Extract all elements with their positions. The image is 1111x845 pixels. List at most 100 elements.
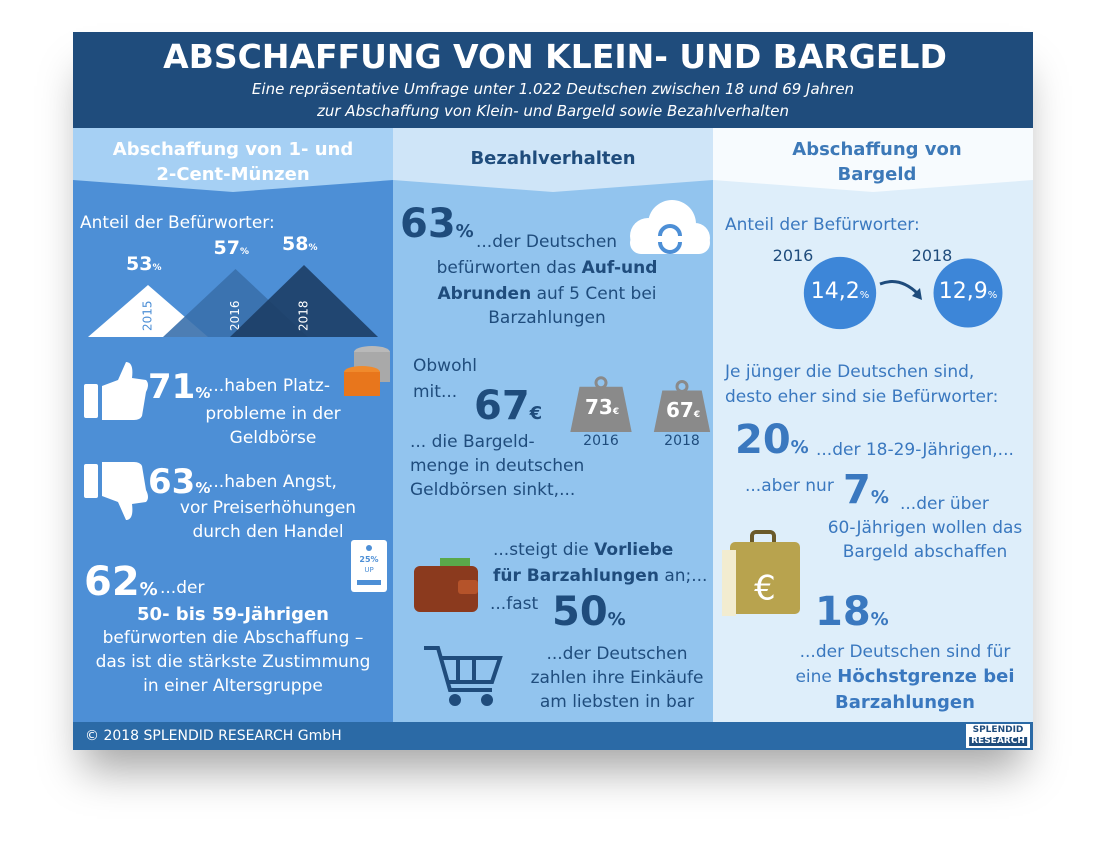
text-segment: Höchstgrenze bei	[837, 666, 1015, 687]
big-number: 63%	[400, 204, 474, 244]
number-value: 12,9	[938, 279, 988, 304]
text-segment: Barzahlungen	[835, 692, 975, 713]
number-unit: %	[607, 609, 626, 630]
text-line: Abschaffung von	[792, 139, 962, 160]
number-value: 63	[400, 201, 456, 247]
logo-text: RESEARCH	[969, 736, 1027, 746]
text-line: am liebsten in bar	[539, 692, 695, 712]
big-number: 50%	[552, 592, 626, 632]
text-line: Bezahlverhalten	[470, 148, 636, 169]
number-value: 57	[213, 237, 240, 259]
year-label: 2018	[664, 433, 700, 449]
text-line: ...der Deutschen sind für	[799, 642, 1011, 662]
text-segment: eine	[795, 667, 838, 687]
number-value: 63	[148, 462, 196, 502]
text-segment: Abrunden	[437, 284, 532, 304]
number-value: 58	[282, 233, 309, 255]
text-line: desto eher sind sie Befürworter:	[725, 387, 999, 407]
text-line: ...steigt die Vorliebe	[493, 542, 673, 559]
price-tag-icon	[351, 540, 387, 592]
trend-triangle	[230, 265, 378, 337]
text-line: Bargeld	[837, 164, 917, 185]
number-unit: %	[455, 221, 474, 242]
text-line: ...der Deutschen	[476, 232, 618, 252]
big-number: 53%	[126, 255, 161, 274]
text-line: menge in deutschen	[410, 456, 585, 476]
number-value: 53	[126, 253, 153, 275]
wallet-icon	[414, 558, 478, 612]
number-unit: %	[987, 290, 998, 301]
text-line: Obwohl	[413, 356, 477, 376]
big-number: 7%	[843, 470, 889, 510]
number-value: 67	[474, 383, 530, 429]
tag-text: 25%	[359, 555, 379, 564]
year-label: 2016	[228, 300, 242, 331]
weight	[653, 390, 711, 432]
number-unit: €	[612, 406, 620, 417]
big-number: 20%	[735, 420, 809, 460]
trend-circle	[803, 256, 877, 330]
header-band	[73, 32, 1033, 128]
text-line: Geldbörsen sinkt,...	[410, 480, 576, 500]
year-label: 2018	[911, 246, 953, 265]
text-line: das ist die stärkste Zustimmung	[95, 652, 371, 672]
trend-circle	[933, 258, 1003, 328]
text-line: Anteil der Befürworter:	[80, 213, 275, 233]
number-unit: %	[195, 479, 211, 497]
title: ABSCHAFFUNG VON KLEIN- UND BARGELD	[163, 37, 947, 76]
text-segment: Vorliebe	[594, 540, 674, 560]
number-value: 62	[84, 559, 140, 605]
text-line: mit...	[413, 382, 458, 402]
number-value: 7	[843, 467, 871, 513]
text-line: Barzahlungen	[835, 694, 975, 712]
thumb-up-icon	[84, 362, 148, 420]
number-unit: %	[859, 290, 870, 301]
number-unit: %	[870, 609, 889, 630]
trend-arrow	[879, 280, 920, 296]
text-line: ...der	[160, 578, 205, 598]
text-line: Geldbörse	[229, 428, 317, 448]
tag-text: UP	[364, 566, 374, 574]
text-line: in einer Altersgruppe	[143, 676, 323, 696]
number-unit: %	[870, 487, 889, 508]
text-line: ...aber nur	[745, 476, 834, 496]
text-line: durch den Handel	[192, 522, 344, 542]
text-segment: 50- bis 59-Jährigen	[137, 604, 329, 625]
number-unit: %	[239, 247, 249, 257]
text-line: ...der über	[900, 494, 989, 514]
big-number: 71%	[148, 370, 210, 404]
number-unit: %	[195, 384, 211, 402]
number-value: 18	[815, 589, 871, 635]
cloud-icon	[630, 200, 710, 254]
big-number: 67€	[474, 386, 542, 426]
weight	[570, 386, 632, 432]
text-line: 50- bis 59-Jährigen	[137, 606, 329, 624]
text-line: ...haben Angst,	[208, 472, 337, 492]
number-value: 50	[552, 589, 608, 635]
number-unit: %	[139, 579, 158, 600]
text-line: zur Abschaffung von Klein- und Bargeld s…	[316, 102, 790, 120]
text-line: probleme in der	[205, 404, 341, 424]
number-unit: €	[693, 410, 701, 421]
number-value: 71	[148, 367, 196, 407]
heading-band	[393, 128, 713, 192]
text-line: ...fast	[490, 594, 539, 614]
heading-band	[73, 128, 393, 192]
column-coins	[73, 128, 393, 722]
big-number: 58%	[282, 235, 317, 254]
heading-band	[713, 128, 1033, 192]
copyright: © 2018 SPLENDID RESEARCH GmbH	[85, 728, 342, 744]
number-value: 73	[585, 394, 613, 419]
big-number: 67€	[666, 400, 700, 420]
trend-arrow	[912, 288, 922, 300]
big-number: 14,2%	[811, 281, 870, 303]
text-line: Bargeld abschaffen	[842, 542, 1008, 562]
briefcase-icon: €	[722, 530, 800, 616]
year-label: 2016	[772, 246, 814, 265]
number-value: 14,2	[810, 279, 860, 304]
big-number: 12,9%	[939, 281, 998, 303]
text-line: befürworten die Abschaffung –	[102, 628, 364, 648]
text-line: Abschaffung von 1- und	[112, 139, 354, 160]
